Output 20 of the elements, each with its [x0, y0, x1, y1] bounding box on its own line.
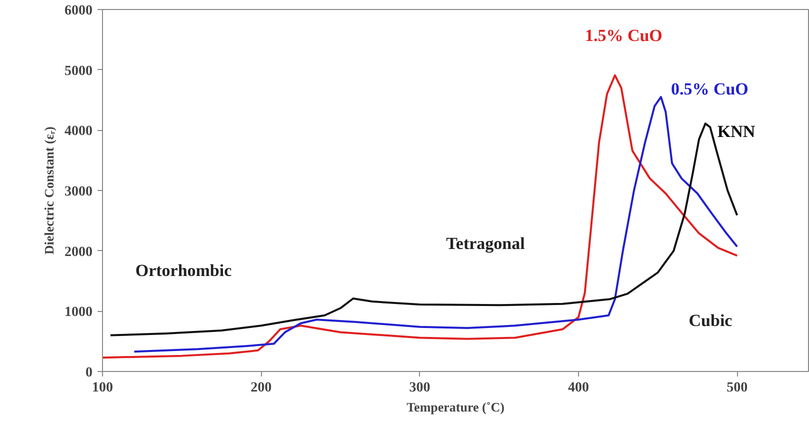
x-tick-label: 100 [92, 380, 113, 396]
annotation: Tetragonal [446, 234, 526, 253]
y-tick-label: 3000 [64, 184, 92, 200]
y-tick-label: 2000 [64, 244, 92, 260]
y-axis-title: Dielectric Constant (εᵣ) [42, 126, 56, 254]
y-tick-label: 1000 [64, 305, 92, 320]
series-label: KNN [717, 122, 756, 142]
x-tick-label: 400 [568, 380, 589, 396]
y-tick-label: 5000 [64, 64, 92, 79]
x-tick-label: 300 [409, 380, 430, 396]
x-axis-title: Temperature (˚C) [406, 400, 504, 414]
x-tick-label: 200 [250, 380, 272, 396]
annotation: Cubic [688, 311, 733, 330]
y-tick-label: 4000 [64, 124, 92, 140]
y-tick-label: 0 [86, 366, 92, 380]
text: 1.5% CuO [584, 26, 662, 45]
y-tick-label: 6000 [64, 4, 92, 18]
series-label: 0.5% CuO [670, 79, 748, 98]
annotation: Ortorhombic [135, 261, 232, 280]
x-tick-label: 500 [726, 380, 748, 396]
